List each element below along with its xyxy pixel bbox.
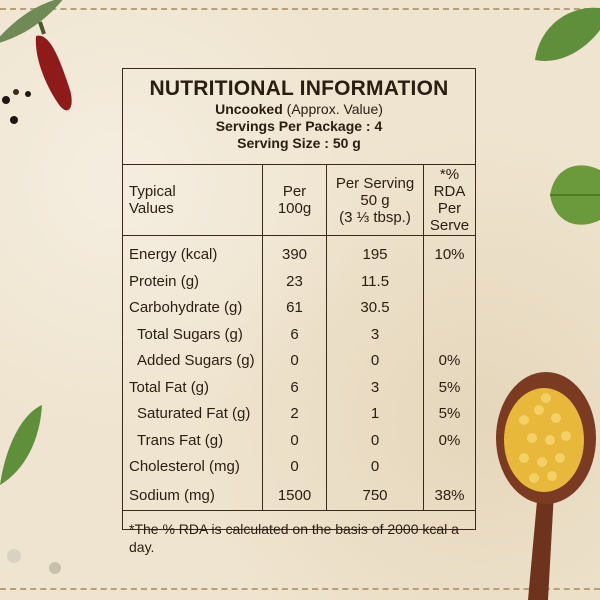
- rda-value: [423, 294, 475, 321]
- header-rda-line1: *% RDA: [433, 166, 466, 200]
- per-100g-value: 6: [262, 321, 327, 348]
- per-serving-value: 750: [326, 480, 424, 511]
- table-row: Trans Fat (g) 0 0 0%: [123, 427, 475, 454]
- spoon-with-lentils-icon: [496, 372, 596, 600]
- nutrient-name: Energy (kcal): [129, 245, 218, 263]
- per-serving-value: 0: [326, 427, 424, 454]
- bay-leaf-icon: [0, 0, 63, 43]
- table-row: Carbohydrate (g) 61 30.5: [123, 294, 475, 321]
- table-row: Added Sugars (g) 0 0 0%: [123, 347, 475, 374]
- per-100g-value: 0: [262, 427, 327, 454]
- table-row: Total Fat (g) 6 3 5%: [123, 374, 475, 401]
- nutrition-info-panel: NUTRITIONAL INFORMATION Uncooked (Approx…: [122, 68, 476, 555]
- header-per100-line1: Per: [282, 183, 307, 200]
- table-row: Sodium (mg) 1500 750 38%: [123, 480, 475, 511]
- uncooked-line: Uncooked (Approx. Value): [123, 101, 475, 118]
- table-header-row: Typical Values Per 100g Per Serving 50 g…: [123, 165, 475, 236]
- table-row: Protein (g) 23 11.5: [123, 268, 475, 295]
- header-rda: *% RDA Per Serve: [423, 165, 475, 236]
- rda-value: [423, 321, 475, 348]
- nutrient-name: Trans Fat (g): [137, 431, 224, 449]
- servings-per-package-text: Servings Per Package : 4: [215, 118, 383, 134]
- rda-value: 0%: [423, 347, 475, 374]
- servings-per-package: Servings Per Package : 4: [123, 118, 475, 135]
- per-100g-value: 0: [262, 453, 327, 480]
- nutrient-name: Sodium (mg): [123, 480, 263, 511]
- header-per-100g: Per 100g: [262, 165, 327, 236]
- rda-value: 38%: [423, 480, 475, 511]
- table-row: Saturated Fat (g) 2 1 5%: [123, 400, 475, 427]
- nutrient-name: Total Sugars (g): [137, 325, 243, 343]
- seeds-icon: [7, 549, 61, 574]
- leaf-top-right-icon: [535, 7, 600, 61]
- nutrition-rows: Energy (kcal) 390 195 10% Protein (g) 23 11.5…: [123, 235, 475, 511]
- bottom-stitch-border: [0, 588, 600, 590]
- per-100g-value: 1500: [262, 480, 327, 511]
- panel-header: NUTRITIONAL INFORMATION Uncooked (Approx…: [123, 69, 475, 165]
- header-per-serving: Per Serving 50 g (3 ⅓ tbsp.): [326, 165, 424, 236]
- per-100g-value: 6: [262, 374, 327, 401]
- rda-footnote: *The % RDA is calculated on the basis of…: [129, 521, 459, 555]
- serving-size: Serving Size : 50 g: [123, 135, 475, 152]
- per-100g-value: 23: [262, 268, 327, 295]
- uncooked-label: Uncooked: [215, 101, 283, 117]
- table-row: Cholesterol (mg) 0 0: [123, 453, 475, 480]
- peppercorns-icon: [2, 89, 31, 124]
- rda-value: 5%: [423, 374, 475, 401]
- per-serving-value: 195: [326, 235, 424, 268]
- nutrient-name: Cholesterol (mg): [129, 458, 240, 476]
- leaf-left-icon: [0, 405, 42, 485]
- header-typical-values: Typical Values: [123, 165, 263, 236]
- header-perserving-line1: Per Serving: [335, 174, 415, 192]
- top-stitch-border: [0, 8, 600, 10]
- nutrient-name: Carbohydrate (g): [129, 299, 243, 317]
- rda-value: 5%: [423, 400, 475, 427]
- rda-value: 10%: [423, 235, 475, 268]
- per-100g-value: 2: [262, 400, 327, 427]
- per-serving-value: 0: [326, 347, 424, 374]
- nutrient-name: Protein (g): [129, 272, 200, 290]
- per-100g-value: 0: [262, 347, 327, 374]
- rda-value: [423, 453, 475, 480]
- approx-value-label: (Approx. Value): [282, 101, 383, 117]
- header-typical-line1: Typical: [129, 183, 176, 200]
- nutrient-name: Added Sugars (g): [137, 352, 255, 370]
- nutrition-table: Typical Values Per 100g Per Serving 50 g…: [123, 165, 475, 511]
- rda-value: 0%: [423, 427, 475, 454]
- per-serving-value: 3: [326, 321, 424, 348]
- header-rda-line2: Per Serve: [429, 200, 470, 234]
- header-perserving-line2: 50 g: [360, 191, 390, 209]
- nutrient-name: Total Fat (g): [129, 378, 210, 396]
- per-serving-value: 3: [326, 374, 424, 401]
- per-serving-value: 11.5: [326, 268, 424, 295]
- header-perserving-line3: (3 ⅓ tbsp.): [339, 208, 411, 226]
- red-chili-icon: [35, 21, 72, 111]
- table-row: Total Sugars (g) 6 3: [123, 321, 475, 348]
- coriander-leaf-icon: [550, 165, 600, 225]
- per-serving-value: 30.5: [326, 294, 424, 321]
- per-serving-value: 0: [326, 453, 424, 480]
- serving-size-text: Serving Size : 50 g: [237, 135, 361, 151]
- per-100g-value: 61: [262, 294, 327, 321]
- table-row: Energy (kcal) 390 195 10%: [123, 235, 475, 268]
- page-title: NUTRITIONAL INFORMATION: [149, 77, 449, 100]
- per-serving-value: 1: [326, 400, 424, 427]
- header-typical-line2: Values: [129, 200, 174, 217]
- rda-value: [423, 268, 475, 295]
- header-per100-line2: 100g: [277, 200, 312, 217]
- per-100g-value: 390: [262, 235, 327, 268]
- nutrient-name: Saturated Fat (g): [137, 405, 251, 423]
